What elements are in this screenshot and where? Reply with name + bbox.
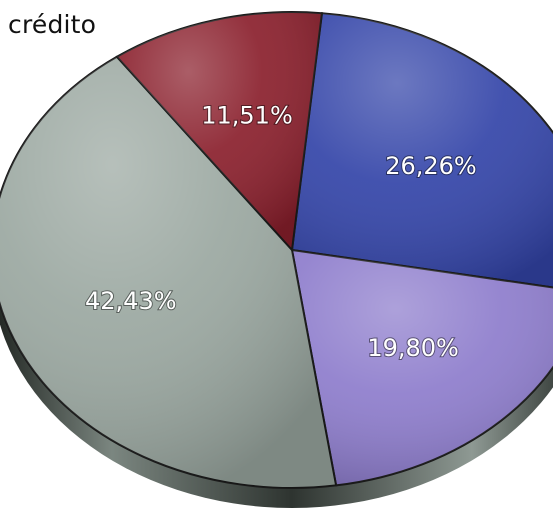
pie-slice-label: 42,43% bbox=[85, 287, 177, 315]
pie-slice-label: 11,51% bbox=[201, 102, 293, 130]
pie-slice-label: 26,26% bbox=[385, 152, 477, 180]
pie-slice-label: 19,80% bbox=[367, 334, 459, 362]
pie-slice-gloss bbox=[292, 250, 553, 485]
